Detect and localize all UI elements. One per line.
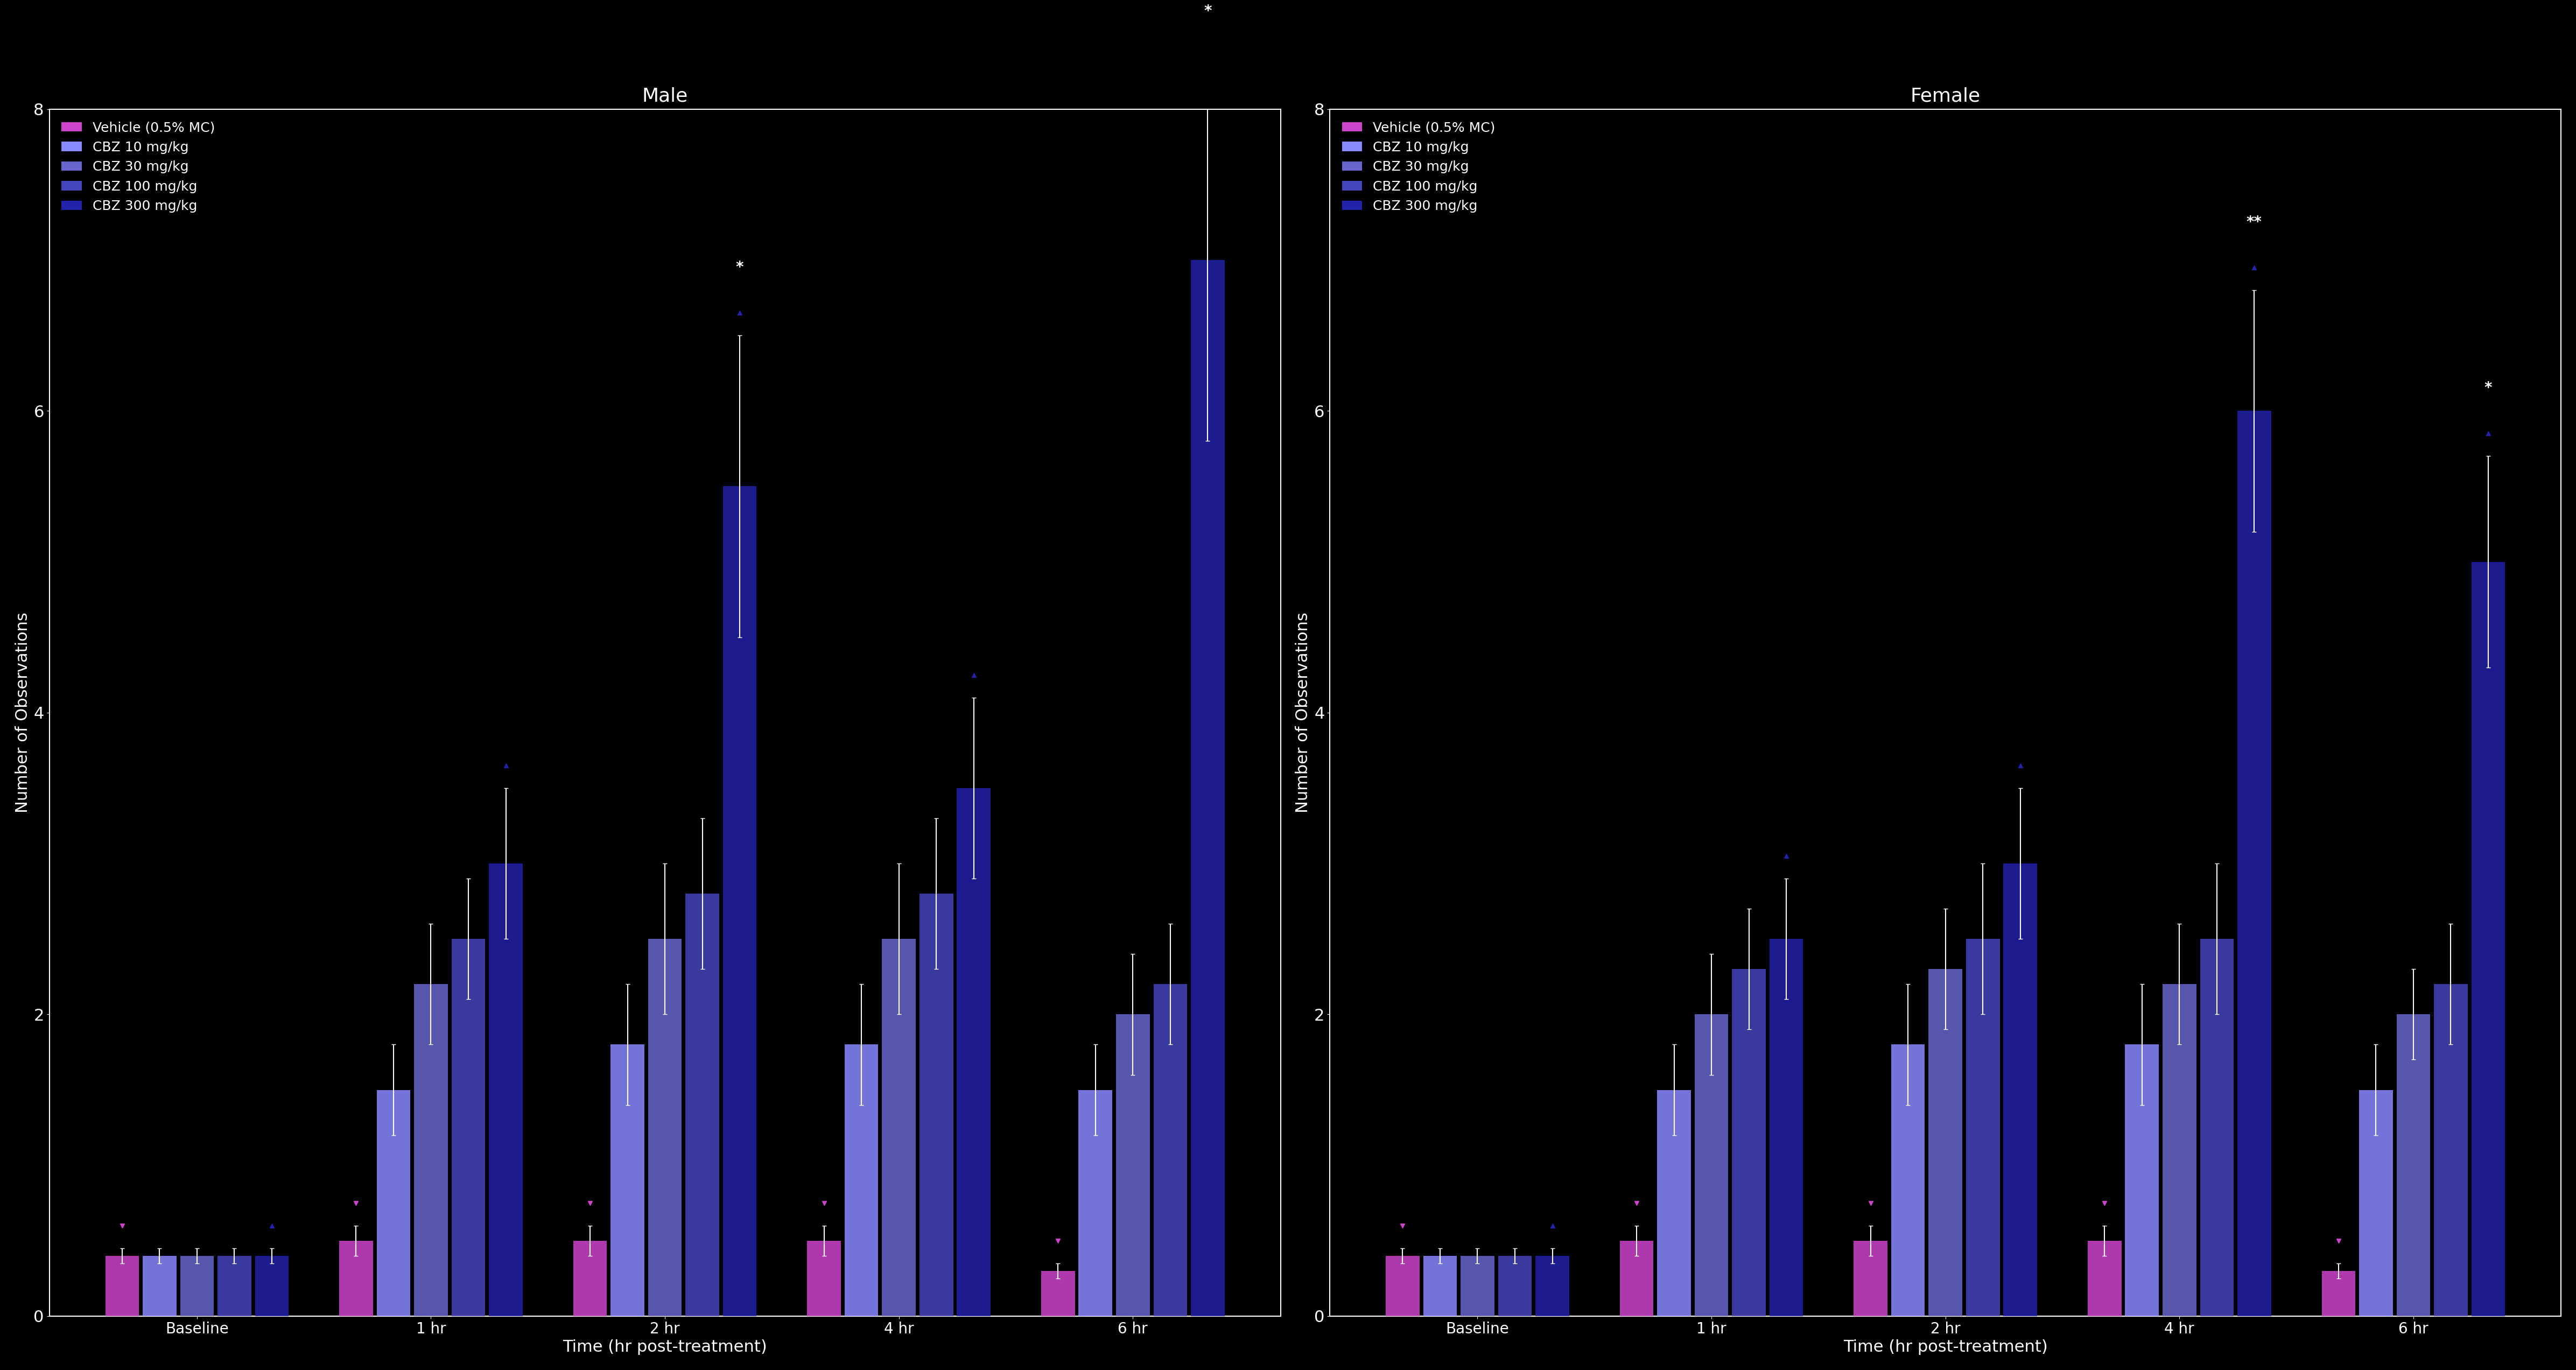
Legend: Vehicle (0.5% MC), CBZ 10 mg/kg, CBZ 30 mg/kg, CBZ 100 mg/kg, CBZ 300 mg/kg: Vehicle (0.5% MC), CBZ 10 mg/kg, CBZ 30 … <box>57 116 219 218</box>
Bar <box>649 938 683 1317</box>
Bar <box>2360 1089 2393 1317</box>
Bar <box>611 1044 644 1317</box>
Bar <box>1731 969 1765 1317</box>
Bar <box>106 1256 139 1317</box>
Bar <box>881 938 914 1317</box>
Y-axis label: Number of Observations: Number of Observations <box>15 612 31 812</box>
Bar <box>340 1241 374 1317</box>
Bar <box>1115 1014 1149 1317</box>
Bar <box>2321 1271 2354 1317</box>
Text: *: * <box>1203 4 1211 19</box>
Text: *: * <box>737 260 744 275</box>
X-axis label: Time (hr post-treatment): Time (hr post-treatment) <box>562 1340 768 1355</box>
Bar <box>574 1241 608 1317</box>
Bar <box>1535 1256 1569 1317</box>
Bar <box>1656 1089 1690 1317</box>
Bar <box>376 1089 410 1317</box>
Text: *: * <box>2483 381 2491 396</box>
Bar <box>1154 984 1188 1317</box>
Bar <box>2200 938 2233 1317</box>
Bar <box>1499 1256 1533 1317</box>
Bar <box>451 938 484 1317</box>
Legend: Vehicle (0.5% MC), CBZ 10 mg/kg, CBZ 30 mg/kg, CBZ 100 mg/kg, CBZ 300 mg/kg: Vehicle (0.5% MC), CBZ 10 mg/kg, CBZ 30 … <box>1337 116 1502 218</box>
Bar <box>1965 938 1999 1317</box>
Bar <box>685 893 719 1317</box>
Bar <box>415 984 448 1317</box>
Bar <box>2239 411 2272 1317</box>
Bar <box>1929 969 1963 1317</box>
Bar <box>1891 1044 1924 1317</box>
Bar <box>180 1256 214 1317</box>
Bar <box>1190 260 1224 1317</box>
Bar <box>724 486 757 1317</box>
Bar <box>2087 1241 2123 1317</box>
Bar <box>142 1256 175 1317</box>
Bar <box>1855 1241 1888 1317</box>
Bar <box>2434 984 2468 1317</box>
Bar <box>1770 938 1803 1317</box>
Bar <box>956 788 992 1317</box>
Bar <box>1079 1089 1113 1317</box>
Bar <box>920 893 953 1317</box>
Bar <box>2004 863 2038 1317</box>
Bar <box>2396 1014 2429 1317</box>
Bar <box>489 863 523 1317</box>
Bar <box>2161 984 2197 1317</box>
Title: Male: Male <box>641 88 688 105</box>
Bar <box>2470 562 2504 1317</box>
Y-axis label: Number of Observations: Number of Observations <box>1296 612 1311 812</box>
Bar <box>1422 1256 1458 1317</box>
Text: **: ** <box>2246 215 2262 230</box>
X-axis label: Time (hr post-treatment): Time (hr post-treatment) <box>1844 1340 2048 1355</box>
Bar <box>216 1256 252 1317</box>
Bar <box>845 1044 878 1317</box>
Bar <box>1386 1256 1419 1317</box>
Bar <box>1041 1271 1074 1317</box>
Title: Female: Female <box>1911 88 1981 105</box>
Bar <box>255 1256 289 1317</box>
Bar <box>806 1241 840 1317</box>
Bar <box>2125 1044 2159 1317</box>
Bar <box>1620 1241 1654 1317</box>
Bar <box>1461 1256 1494 1317</box>
Bar <box>1695 1014 1728 1317</box>
